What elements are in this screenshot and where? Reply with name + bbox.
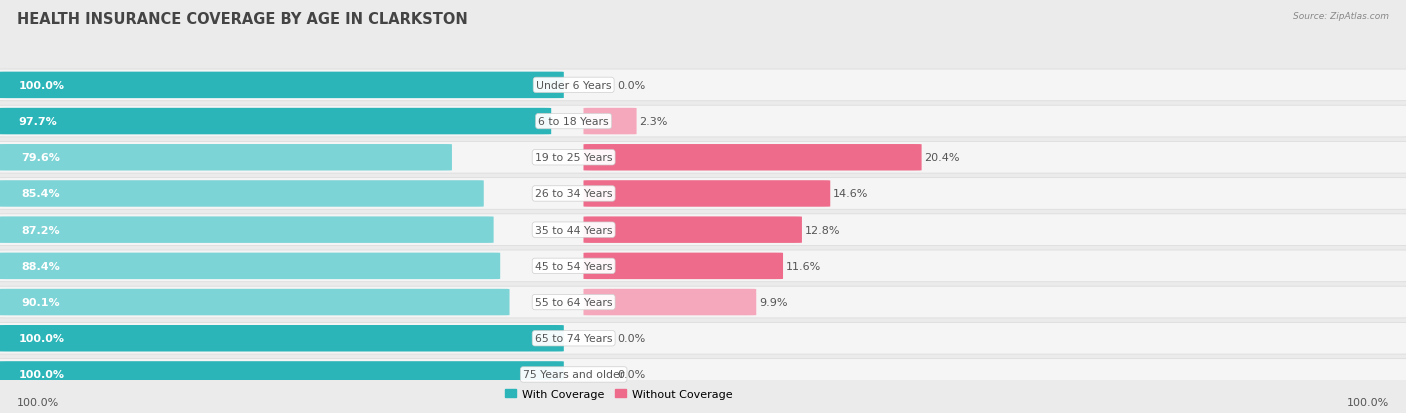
Text: 20.4%: 20.4% xyxy=(924,153,960,163)
Text: 0.0%: 0.0% xyxy=(617,370,645,380)
Text: 45 to 54 Years: 45 to 54 Years xyxy=(534,261,613,271)
Text: 35 to 44 Years: 35 to 44 Years xyxy=(534,225,613,235)
FancyBboxPatch shape xyxy=(0,323,1406,354)
Text: 79.6%: 79.6% xyxy=(21,153,60,163)
Text: 14.6%: 14.6% xyxy=(834,189,869,199)
FancyBboxPatch shape xyxy=(0,250,1406,282)
Text: 9.9%: 9.9% xyxy=(759,297,787,307)
FancyBboxPatch shape xyxy=(0,106,1406,138)
Text: 100.0%: 100.0% xyxy=(17,397,59,407)
FancyBboxPatch shape xyxy=(583,109,637,135)
FancyBboxPatch shape xyxy=(0,142,1406,174)
Text: 87.2%: 87.2% xyxy=(21,225,59,235)
FancyBboxPatch shape xyxy=(0,145,451,171)
FancyBboxPatch shape xyxy=(0,214,1406,246)
Text: 100.0%: 100.0% xyxy=(18,333,65,344)
Text: 85.4%: 85.4% xyxy=(21,189,59,199)
Text: 6 to 18 Years: 6 to 18 Years xyxy=(538,117,609,127)
Text: Source: ZipAtlas.com: Source: ZipAtlas.com xyxy=(1294,12,1389,21)
Text: 0.0%: 0.0% xyxy=(617,81,645,91)
Text: 12.8%: 12.8% xyxy=(804,225,841,235)
FancyBboxPatch shape xyxy=(0,359,1406,390)
Text: 88.4%: 88.4% xyxy=(21,261,60,271)
FancyBboxPatch shape xyxy=(0,289,509,316)
Text: 75 Years and older: 75 Years and older xyxy=(523,370,624,380)
FancyBboxPatch shape xyxy=(0,72,564,99)
Text: 100.0%: 100.0% xyxy=(1347,397,1389,407)
Text: Under 6 Years: Under 6 Years xyxy=(536,81,612,91)
FancyBboxPatch shape xyxy=(583,253,783,280)
FancyBboxPatch shape xyxy=(0,181,484,207)
FancyBboxPatch shape xyxy=(0,217,494,243)
FancyBboxPatch shape xyxy=(0,178,1406,210)
FancyBboxPatch shape xyxy=(0,253,501,280)
Text: 0.0%: 0.0% xyxy=(617,333,645,344)
FancyBboxPatch shape xyxy=(583,217,801,243)
Text: 2.3%: 2.3% xyxy=(640,117,668,127)
FancyBboxPatch shape xyxy=(583,181,831,207)
Text: 97.7%: 97.7% xyxy=(18,117,58,127)
Text: 65 to 74 Years: 65 to 74 Years xyxy=(534,333,613,344)
FancyBboxPatch shape xyxy=(583,145,921,171)
Text: HEALTH INSURANCE COVERAGE BY AGE IN CLARKSTON: HEALTH INSURANCE COVERAGE BY AGE IN CLAR… xyxy=(17,12,468,27)
Text: 90.1%: 90.1% xyxy=(21,297,59,307)
Text: 100.0%: 100.0% xyxy=(18,370,65,380)
Text: 11.6%: 11.6% xyxy=(786,261,821,271)
FancyBboxPatch shape xyxy=(0,361,564,388)
Text: 26 to 34 Years: 26 to 34 Years xyxy=(534,189,613,199)
FancyBboxPatch shape xyxy=(0,325,564,351)
Text: 55 to 64 Years: 55 to 64 Years xyxy=(534,297,613,307)
Text: 100.0%: 100.0% xyxy=(18,81,65,91)
Text: 19 to 25 Years: 19 to 25 Years xyxy=(534,153,613,163)
FancyBboxPatch shape xyxy=(0,70,1406,102)
FancyBboxPatch shape xyxy=(583,289,756,316)
Legend: With Coverage, Without Coverage: With Coverage, Without Coverage xyxy=(501,384,737,404)
FancyBboxPatch shape xyxy=(0,287,1406,318)
FancyBboxPatch shape xyxy=(0,109,551,135)
